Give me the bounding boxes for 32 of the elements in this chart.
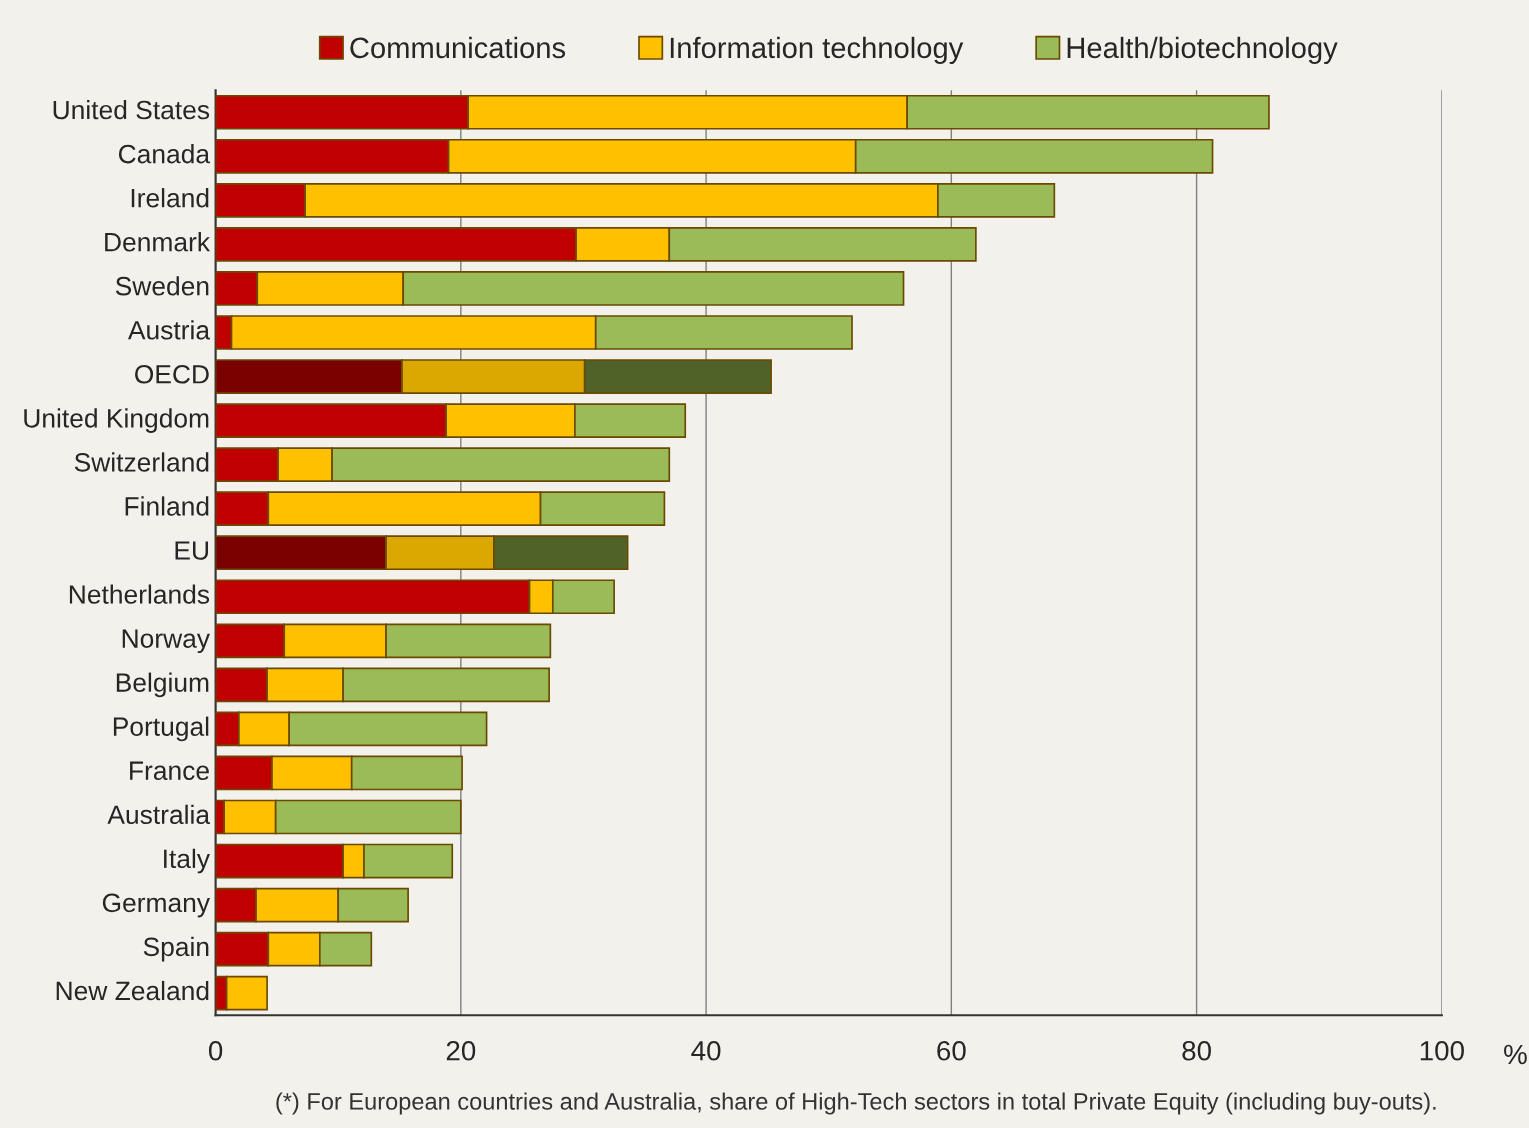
text: (*) For European countries and Australia, share of High-Tech sectors in total Private Equity (including buy-outs). xyxy=(276,1092,1436,1115)
y-tick-label: Australia xyxy=(107,804,211,825)
y-tick-label: Canada xyxy=(118,144,211,164)
y-tick-label: Belgium xyxy=(116,672,209,698)
y-tick-label: Portugal xyxy=(113,716,209,742)
y-tick-label: New Zealand xyxy=(56,980,209,1001)
x-axis-title: % xyxy=(1504,1044,1527,1065)
legend-label: Communications xyxy=(350,36,566,59)
y-tick-label: Sweden xyxy=(115,276,209,296)
y-tick-label: EU xyxy=(175,541,208,560)
y-tick-label: Netherlands xyxy=(69,584,210,604)
x-tick-label: 100 xyxy=(1420,1040,1464,1061)
y-tick-label: Finland xyxy=(125,496,209,516)
x-tick-label: 0 xyxy=(208,1040,223,1061)
y-tick-label: United States xyxy=(53,99,210,120)
y-tick-label: Switzerland xyxy=(74,452,209,472)
y-tick-label: Italy xyxy=(164,848,210,874)
x-tick-label: 60 xyxy=(937,1040,966,1061)
y-tick-label: Germany xyxy=(102,893,210,918)
legend-label: Information technology xyxy=(670,36,964,64)
y-tick-label: OECD xyxy=(135,364,209,384)
x-tick-label: 40 xyxy=(691,1040,721,1061)
y-tick-label: Norway xyxy=(122,629,210,654)
x-tick-label: 20 xyxy=(446,1040,476,1061)
y-tick-label: United Kingdom xyxy=(24,408,209,433)
y-tick-label: Spain xyxy=(143,936,209,962)
x-tick-label: 80 xyxy=(1182,1040,1211,1061)
y-tick-label: Ireland xyxy=(131,188,209,208)
y-tick-label: Austria xyxy=(127,320,211,340)
legend-label: Health/biotechnology xyxy=(1067,36,1338,64)
y-tick-label: Denmark xyxy=(105,232,211,252)
y-tick-label: France xyxy=(130,761,209,781)
